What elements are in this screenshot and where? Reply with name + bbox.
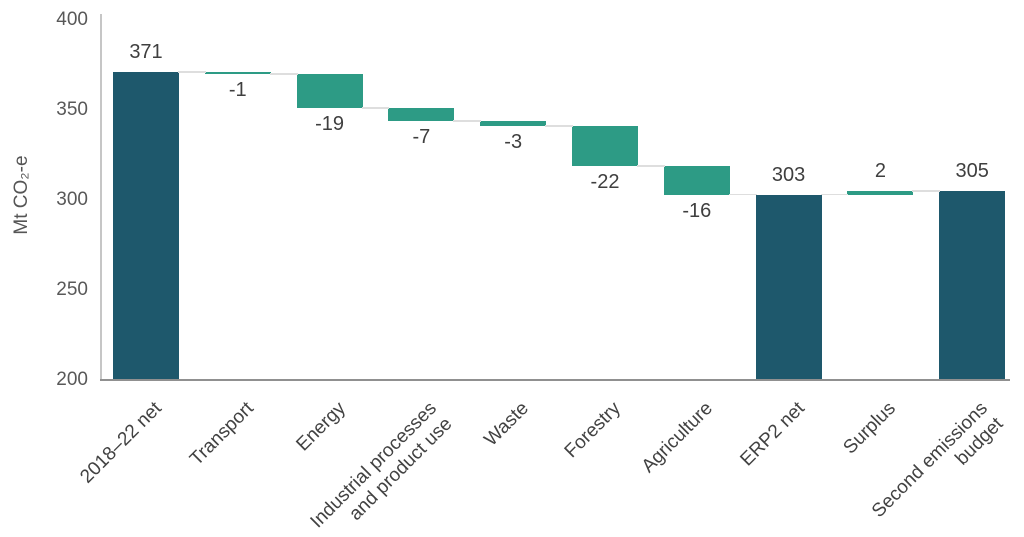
connector-line: [269, 73, 298, 75]
y-tick-label: 300: [56, 189, 88, 210]
bar-surplus: [847, 191, 914, 195]
bar-value-label: -1: [228, 79, 247, 101]
bar-2018-22-net: [113, 72, 179, 380]
bar-erp2-net: [755, 194, 822, 380]
bar-forestry: [572, 126, 638, 166]
connector-line: [820, 193, 849, 196]
connector-line: [453, 120, 482, 122]
bar-value-label: -7: [412, 125, 431, 148]
connector-line: [912, 190, 941, 192]
y-tick-label: 400: [56, 9, 88, 30]
connector-line: [361, 107, 390, 109]
y-tick-label: 350: [56, 99, 88, 120]
connector-line: [728, 193, 757, 196]
bar-energy: [296, 74, 363, 109]
y-axis-line: [100, 14, 102, 380]
bar-value-label: -3: [504, 131, 523, 154]
bar-value-label: 371: [129, 41, 163, 64]
bar-value-label: -16: [682, 199, 712, 222]
bar-value-label: 305: [955, 160, 989, 182]
connector-line: [178, 71, 206, 73]
bar-transport: [204, 72, 271, 74]
x-axis-line: [100, 378, 1010, 381]
bar-value-label: 2: [874, 160, 886, 182]
y-tick-label: 200: [56, 369, 88, 390]
bar-industrial-processes-and-product-use: [388, 108, 455, 121]
bar-second-emissions-budget: [939, 191, 1006, 380]
bar-waste: [480, 120, 547, 127]
bar-agriculture: [663, 165, 730, 195]
bar-value-label: 303: [771, 163, 806, 186]
connector-line: [545, 125, 573, 127]
bar-value-label: -22: [590, 170, 620, 193]
y-tick-label: 250: [56, 279, 88, 300]
connector-line: [637, 165, 665, 167]
bar-value-label: -19: [315, 113, 345, 136]
